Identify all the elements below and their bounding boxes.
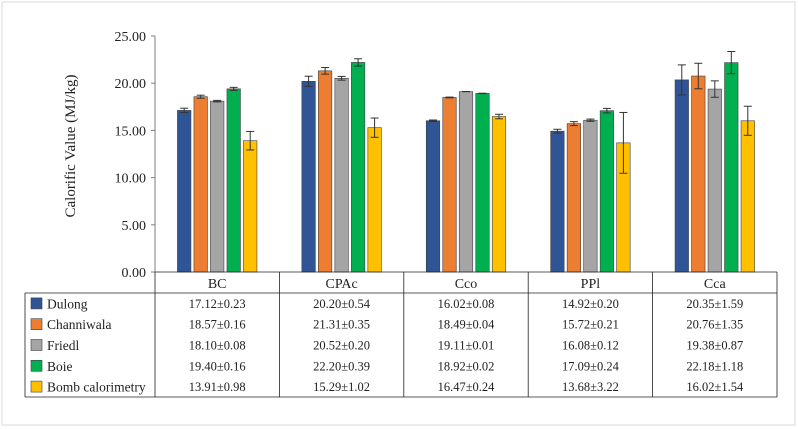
table-cell: 17.12±0.23 (189, 297, 246, 311)
table-cell: 20.76±1.35 (686, 318, 743, 332)
bar-boie-bc (226, 88, 241, 273)
table-cell: 16.08±0.12 (562, 339, 619, 353)
y-axis-label: Calorific Value (MJ/kg) (63, 74, 79, 217)
table-cell: 19.38±0.87 (686, 339, 743, 353)
table-cell: 17.09±0.24 (562, 359, 620, 373)
legend-label: Bomb calorimetry (47, 380, 146, 395)
table-cell: 13.68±3.22 (562, 380, 619, 394)
bar-boie-cpac (351, 62, 366, 273)
bar-boie-cca (724, 62, 739, 273)
legend-label: Dulong (47, 296, 88, 311)
bar-dulong-ppl (550, 130, 565, 273)
table-cell: 16.47±0.24 (438, 380, 496, 394)
y-tick-label: 15.00 (115, 124, 147, 139)
bar-friedl-bc (210, 100, 225, 273)
category-label: Cca (704, 277, 727, 292)
legend-key-friedl (30, 339, 43, 351)
legend-key-dulong (30, 297, 43, 310)
bar-bomb-calorimetry-cca (740, 120, 755, 273)
bar-dulong-cca (674, 79, 689, 273)
legend-label: Friedl (47, 338, 79, 353)
bar-dulong-cpac (301, 81, 316, 273)
table-cell: 21.31±0.35 (313, 318, 370, 332)
category-label: CPAc (326, 277, 358, 292)
legend-key-channiwala (30, 318, 43, 331)
category-label: BC (208, 277, 227, 292)
legend-label: Boie (47, 359, 73, 374)
y-tick-label: 25.00 (115, 30, 147, 45)
table-cell: 18.92±0.02 (438, 359, 495, 373)
y-tick-label: 10.00 (115, 172, 147, 187)
table-cell: 15.72±0.21 (562, 318, 619, 332)
category-label: Cco (455, 277, 478, 292)
table-cell: 18.49±0.04 (438, 318, 496, 332)
table-cell: 18.10±0.08 (189, 339, 246, 353)
table-cell: 22.20±0.39 (313, 359, 370, 373)
bar-channiwala-cpac (318, 70, 333, 273)
table-cell: 15.29±1.02 (313, 380, 370, 394)
bar-bomb-calorimetry-cpac (367, 127, 382, 273)
bar-bomb-calorimetry-bc (243, 140, 258, 273)
data-table: BC CPAc Cco PPl Cca Dulong 17.12±0.23 20.20±0.5… (24, 271, 778, 398)
bar-channiwala-cco (442, 97, 457, 273)
bar-boie-cco (475, 93, 490, 273)
table-cell: 13.91±0.98 (189, 380, 246, 394)
bar-channiwala-bc (193, 96, 208, 273)
bar-channiwala-cca (691, 75, 706, 273)
category-label: PPl (581, 277, 601, 292)
bar-friedl-cpac (334, 77, 349, 273)
plot-area: 0.00 5.00 10.00 15.00 20.00 25.00 (115, 30, 755, 281)
bar-dulong-bc (177, 110, 192, 273)
y-tick-label: 0.00 (122, 266, 147, 281)
table-cell: 20.52±0.20 (313, 339, 370, 353)
y-tick-label: 20.00 (115, 77, 147, 92)
table-cell: 20.35±1.59 (686, 297, 743, 311)
table-cell: 18.57±0.16 (189, 318, 246, 332)
table-cell: 16.02±1.54 (686, 380, 744, 394)
bar-boie-ppl (599, 110, 614, 273)
y-tick-label: 5.00 (122, 219, 147, 234)
bar-friedl-cco (458, 91, 474, 273)
table-cell: 14.92±0.20 (562, 297, 619, 311)
table-cell: 19.40±0.16 (189, 359, 246, 373)
bar-dulong-cco (425, 120, 441, 273)
legend-key-bomb-calorimetry (30, 380, 43, 393)
table-cell: 16.02±0.08 (438, 297, 495, 311)
bar-bomb-calorimetry-cco (491, 116, 507, 273)
table-cell: 20.20±0.54 (313, 297, 371, 311)
table-cell: 19.11±0.01 (438, 339, 494, 353)
legend-label: Channiwala (47, 317, 111, 332)
bar-friedl-ppl (583, 119, 598, 273)
table-cell: 22.18±1.18 (686, 359, 743, 373)
bar-friedl-cca (707, 88, 722, 273)
bar-channiwala-ppl (566, 123, 581, 273)
legend-key-boie (30, 359, 43, 372)
